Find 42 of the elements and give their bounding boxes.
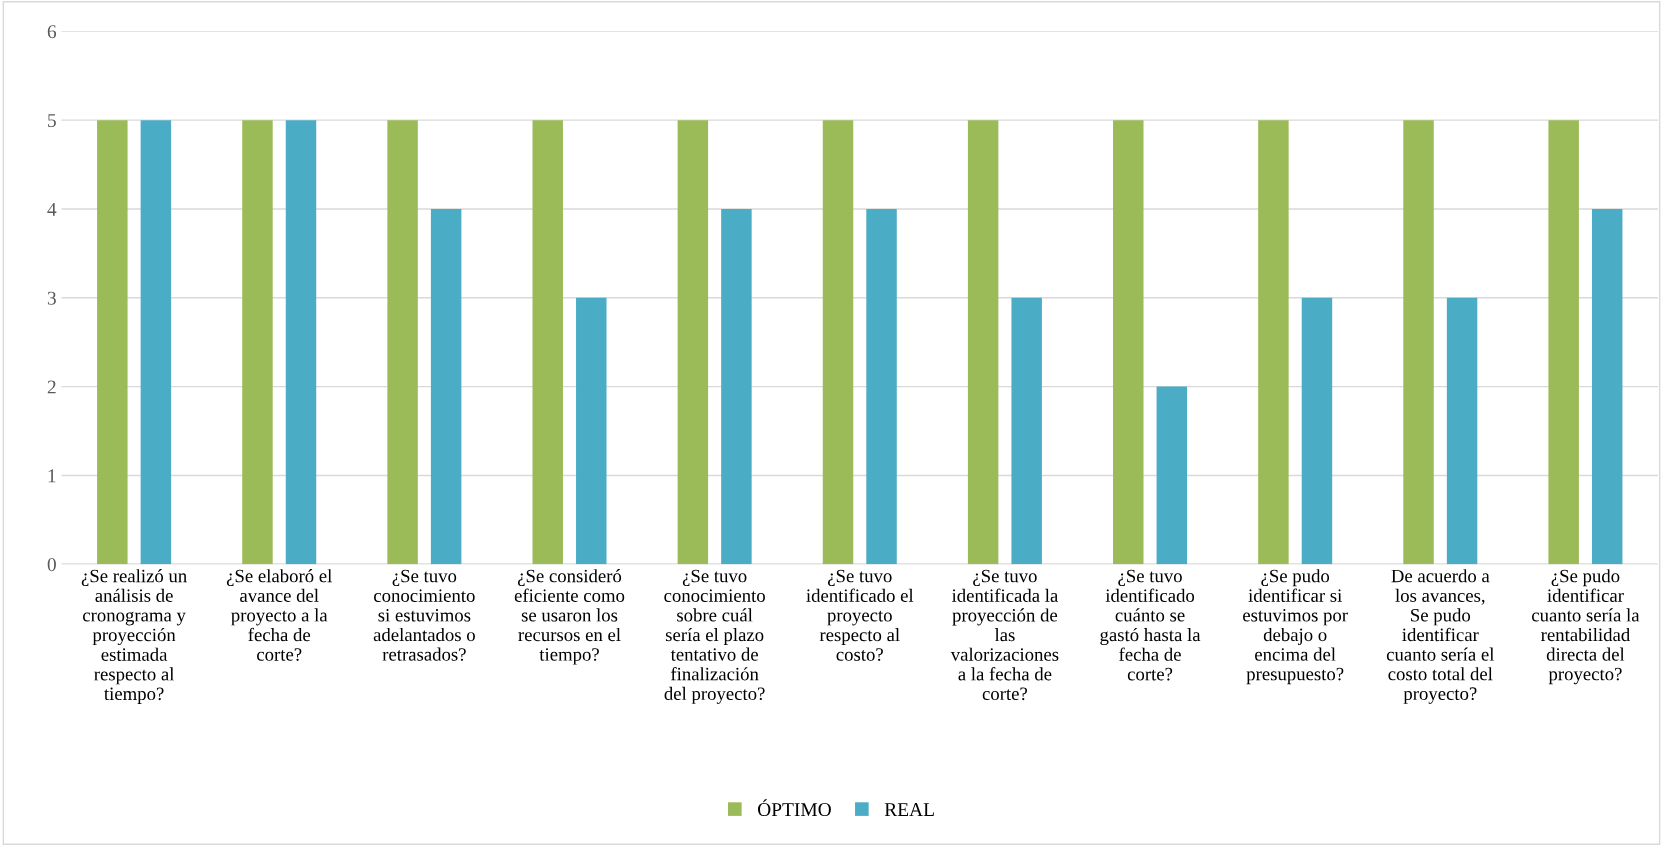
x-tick-label: ¿Se elaboró el avance del proyecto a la fecha de corte? [226, 569, 332, 661]
bar [1591, 208, 1623, 565]
bar [1446, 297, 1478, 565]
bar [285, 120, 317, 565]
legend-label: ÓPTIMO [757, 799, 831, 817]
x-tick-label: ¿Se pudo identificar cuanto sería la rentabilidad directa del proyecto? [1532, 569, 1640, 685]
bar [1548, 120, 1579, 565]
bar [721, 208, 752, 565]
x-tick-label: ¿Se pudo identificar si estuvimos por debajo o encima del presupuesto? [1243, 569, 1348, 685]
x-tick-label: ¿Se tuvo conocimiento si estuvimos adelantados o retrasados? [373, 569, 475, 661]
x-tick-label: ¿Se tuvo conocimiento sobre cuál sería el plazo tentativo de finalización del proyecto? [664, 569, 765, 704]
bar [1113, 120, 1144, 565]
bar [387, 120, 418, 565]
y-tick-label: 6 [47, 25, 57, 39]
bar [97, 120, 128, 565]
x-tick-label: ¿Se tuvo identificado cuánto se gastó hasta la fecha de corte? [1100, 569, 1201, 681]
x-tick-label: De acuerdo a los avances, Se pudo identificar cuanto sería el costo total del proyecto? [1386, 569, 1495, 704]
bar [1258, 120, 1289, 565]
x-tick-label: ¿Se tuvo identificada la proyección de las valorizaciones a la fecha de corte? [950, 569, 1059, 701]
bar [532, 120, 563, 565]
bar [866, 208, 897, 565]
bar [967, 120, 999, 565]
bar [1156, 386, 1188, 565]
x-tick-label: ¿Se consideró eficiente como se usaron los recursos en el tiempo? [514, 569, 625, 665]
bar [576, 297, 607, 565]
bar [1011, 297, 1042, 565]
y-tick-label: 2 [47, 380, 56, 394]
y-tick-label: 1 [48, 469, 56, 483]
bar [677, 120, 709, 565]
bar [1403, 120, 1434, 565]
legend-label: REAL [884, 803, 934, 816]
bar [822, 120, 854, 565]
x-tick-label: ¿Se realizó un análisis de cronograma y proyección estimada respecto al tiempo? [81, 569, 187, 704]
y-tick-label: 4 [47, 202, 57, 216]
x-tick-label: ¿Se tuvo identificado el proyecto respecto al costo? [806, 569, 914, 661]
bar [1301, 297, 1333, 565]
y-tick-label: 3 [47, 291, 56, 305]
bar [242, 120, 273, 565]
bar [140, 120, 172, 565]
bar [430, 208, 462, 565]
y-tick-label: 0 [47, 558, 56, 572]
y-tick-label: 5 [48, 114, 56, 128]
